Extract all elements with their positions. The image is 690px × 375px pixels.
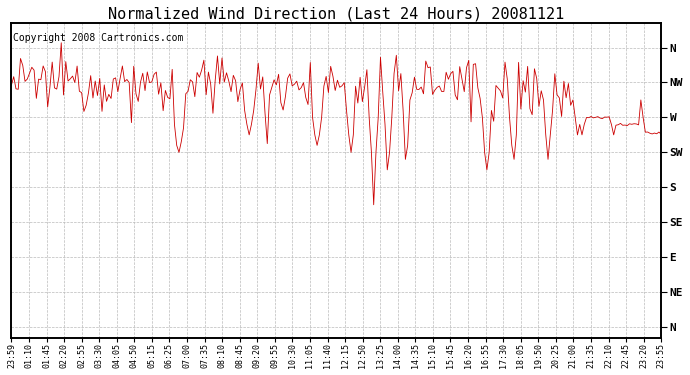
Title: Normalized Wind Direction (Last 24 Hours) 20081121: Normalized Wind Direction (Last 24 Hours… [108, 7, 564, 22]
Text: Copyright 2008 Cartronics.com: Copyright 2008 Cartronics.com [13, 33, 184, 42]
